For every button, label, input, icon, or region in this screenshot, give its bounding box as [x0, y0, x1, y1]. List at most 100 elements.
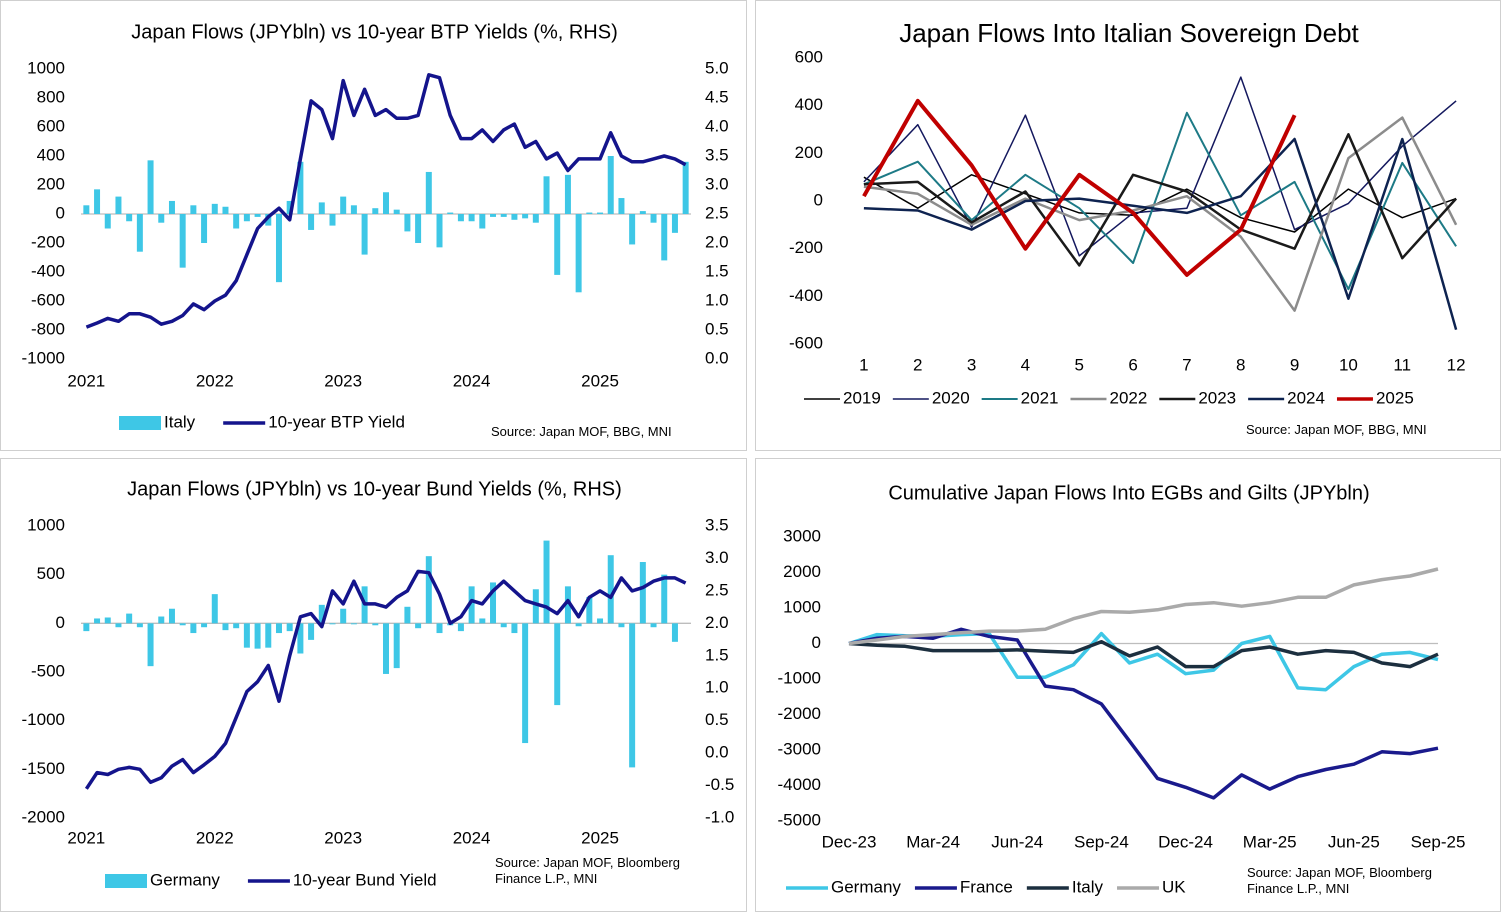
bar: [222, 206, 229, 214]
x-tick-label: Mar-25: [1243, 832, 1297, 851]
bar: [436, 623, 443, 634]
bar: [468, 214, 475, 222]
bar: [308, 214, 315, 230]
legend-label: Italy: [1072, 877, 1104, 896]
legend-label: 10-year Bund Yield: [293, 870, 437, 889]
y-tick-label: 0: [814, 190, 823, 209]
bar: [564, 586, 571, 624]
x-tick-label: 2024: [453, 828, 491, 847]
y-tick-label: 1.0: [705, 678, 729, 697]
x-tick-label: Jun-25: [1328, 832, 1380, 851]
y-tick-label: -2000: [778, 704, 821, 723]
series-line: [863, 111, 1457, 291]
y-tick-label: 500: [37, 564, 65, 583]
bar: [83, 623, 90, 632]
legend-label: 2019: [843, 388, 881, 407]
bar: [597, 212, 604, 214]
bar: [415, 623, 422, 629]
bar: [554, 214, 561, 275]
y-tick-label: 1.0: [705, 290, 729, 309]
y-tick-label: 4.0: [705, 116, 729, 135]
series-line: [863, 137, 1458, 331]
y-tick-label: -3000: [778, 739, 821, 758]
bar: [147, 160, 154, 214]
chart: Japan Flows (JPYbln) vs 10-year Bund Yie…: [22, 478, 735, 889]
source-note: Source: Japan MOF, Bloomberg Finance L.P…: [1247, 865, 1432, 896]
bar: [383, 192, 389, 214]
bar: [136, 214, 143, 252]
bar: [372, 623, 379, 626]
bar: [393, 209, 400, 214]
bar: [233, 623, 240, 629]
legend-label: 2023: [1198, 388, 1236, 407]
y-tick-label: -1500: [22, 759, 65, 778]
chart: Cumulative Japan Flows Into EGBs and Gil…: [778, 482, 1466, 896]
bar: [586, 597, 593, 624]
y-tick-label: 1000: [27, 58, 65, 77]
chart-title: Japan Flows Into Italian Sovereign Debt: [899, 18, 1359, 48]
y-tick-label: 3.5: [705, 145, 729, 164]
bar: [564, 174, 571, 214]
bar: [243, 623, 250, 648]
bar: [543, 176, 550, 214]
y-tick-label: 1.5: [705, 261, 729, 280]
bar: [211, 594, 218, 624]
y-tick-label: 0.5: [705, 710, 729, 729]
bar: [479, 618, 486, 624]
bar: [104, 617, 111, 624]
bar: [490, 214, 497, 217]
chart-panel: Cumulative Japan Flows Into EGBs and Gil…: [755, 458, 1501, 912]
bar: [318, 604, 325, 624]
x-tick-label: 2022: [196, 828, 234, 847]
series-line: [863, 133, 1458, 267]
y-tick-label: 200: [795, 143, 823, 162]
chart-panel: Japan Flows Into Italian Sovereign Debt -…: [755, 0, 1501, 451]
bar: [350, 623, 357, 625]
x-tick-label: 2021: [67, 828, 105, 847]
bar: [500, 623, 507, 628]
y-tick-label: -400: [31, 261, 65, 280]
x-tick-label: 10: [1339, 355, 1358, 374]
bar: [126, 214, 133, 222]
bar: [575, 214, 582, 293]
y-tick-label: 4.5: [705, 87, 729, 106]
bar: [404, 214, 411, 232]
bar: [671, 623, 678, 642]
y-tick-label: 2.5: [705, 580, 729, 599]
y-tick-label: 600: [795, 47, 823, 66]
bar: [425, 556, 432, 624]
x-tick-label: Mar-24: [906, 832, 960, 851]
y-tick-label: -0.5: [705, 775, 734, 794]
y-tick-label: -500: [31, 661, 65, 680]
y-tick-label: 3.0: [705, 548, 729, 567]
y-tick-label: -2000: [22, 807, 65, 826]
bar: [286, 200, 293, 214]
chart: Japan Flows (JPYbln) vs 10-year BTP Yiel…: [22, 21, 729, 431]
bar: [286, 623, 293, 632]
bar: [136, 623, 143, 628]
x-tick-label: 3: [967, 355, 976, 374]
y-tick-label: -600: [789, 333, 823, 352]
y-tick-label: 2.0: [705, 232, 729, 251]
x-tick-label: 2022: [196, 371, 234, 390]
bar: [618, 623, 625, 628]
series-line: [84, 569, 687, 790]
bar: [340, 608, 347, 624]
bar: [479, 214, 486, 229]
bar: [650, 214, 657, 223]
bar: [650, 623, 657, 628]
bar: [607, 156, 614, 214]
series-line: [848, 631, 1439, 692]
bar: [457, 214, 464, 222]
bar: [297, 623, 304, 654]
bar: [243, 214, 250, 222]
bar: [468, 586, 475, 624]
y-tick-label: 0.5: [705, 319, 729, 338]
x-tick-label: Sep-25: [1411, 832, 1466, 851]
bar: [372, 208, 379, 214]
bar: [329, 623, 336, 625]
bar: [661, 574, 668, 624]
x-tick-label: 7: [1182, 355, 1191, 374]
x-tick-label: Dec-24: [1158, 832, 1213, 851]
y-tick-label: -5000: [778, 810, 821, 829]
